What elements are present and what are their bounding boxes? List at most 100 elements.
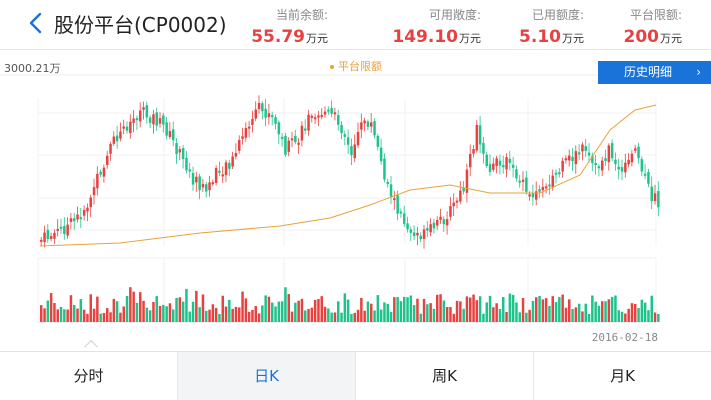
volume-bar xyxy=(89,294,92,322)
volume-bar xyxy=(528,309,531,322)
candle-body xyxy=(148,117,152,123)
volume-bar xyxy=(244,298,248,322)
candle-body xyxy=(653,193,657,201)
candle-body xyxy=(247,126,251,129)
candle-body xyxy=(647,172,650,184)
volume-bar xyxy=(601,301,604,322)
candle-body xyxy=(584,146,587,151)
candle-body xyxy=(172,129,175,141)
candle-body xyxy=(333,112,337,115)
candle-body xyxy=(228,162,231,169)
volume-bar xyxy=(290,311,294,322)
volume-bar xyxy=(353,312,356,322)
tab-intraday[interactable]: 分时 xyxy=(0,352,178,400)
candle-body xyxy=(597,166,601,169)
candle-body xyxy=(185,157,188,171)
tab-monthly-k[interactable]: 月K xyxy=(610,367,635,385)
candle-body xyxy=(337,115,340,125)
candle-body xyxy=(465,169,469,193)
volume-bar xyxy=(241,291,244,322)
volume-bar xyxy=(581,311,584,322)
candle-body xyxy=(373,121,376,136)
volume-bar xyxy=(439,294,442,322)
volume-bar xyxy=(264,295,267,322)
back-arrow-icon[interactable] xyxy=(24,8,50,38)
tab-weekly-k[interactable]: 周K xyxy=(356,352,534,400)
platform-limit-line xyxy=(39,104,657,247)
volume-bar xyxy=(139,292,142,322)
tab-daily-k[interactable]: 日K xyxy=(178,352,356,400)
candle-body xyxy=(634,148,637,151)
candle-body xyxy=(251,118,254,125)
volume-bar xyxy=(254,306,257,322)
volume-bar xyxy=(86,313,89,322)
candle-body xyxy=(426,228,429,231)
volume-bar xyxy=(531,300,535,322)
candle-body xyxy=(297,142,300,145)
volume-bar xyxy=(122,306,125,322)
kline-chart[interactable] xyxy=(0,50,711,350)
candle-body xyxy=(241,136,244,139)
candle-body xyxy=(630,153,634,163)
candle-body xyxy=(604,158,607,161)
volume-bar xyxy=(399,301,403,322)
candle-body xyxy=(587,152,591,156)
candle-body xyxy=(502,165,505,168)
candle-body xyxy=(350,146,353,156)
candle-body xyxy=(195,176,198,183)
candle-body xyxy=(340,124,343,134)
volume-bar xyxy=(604,301,607,322)
volume-bar xyxy=(409,295,413,322)
candle-body xyxy=(538,189,541,192)
candle-body xyxy=(165,122,168,136)
stat-label: 当前余额: xyxy=(275,8,328,22)
volume-bar xyxy=(274,306,277,322)
candle-body xyxy=(327,109,330,112)
candle-body xyxy=(290,138,294,141)
candle-body xyxy=(238,140,241,151)
candle-body xyxy=(515,169,518,179)
volume-bar xyxy=(307,309,310,322)
candle-body xyxy=(96,173,99,189)
candle-body xyxy=(313,117,317,120)
candle-body xyxy=(574,151,578,165)
candle-body xyxy=(129,121,132,134)
candle-body xyxy=(234,152,238,157)
candle-body xyxy=(102,167,106,177)
candle-body xyxy=(650,186,653,202)
volume-bar xyxy=(432,308,436,322)
volume-bar xyxy=(469,297,472,322)
candle-body xyxy=(56,228,59,231)
volume-bar xyxy=(152,302,155,322)
candle-body xyxy=(548,184,551,187)
candle-body xyxy=(412,232,416,237)
volume-bar xyxy=(119,312,122,322)
candle-body xyxy=(43,232,46,243)
volume-bar xyxy=(231,308,234,322)
candle-body xyxy=(300,125,304,141)
volume-bar xyxy=(350,313,353,322)
candle-body xyxy=(614,159,617,165)
candle-body xyxy=(135,118,139,121)
candle-body xyxy=(521,179,525,182)
volume-bar xyxy=(205,310,208,322)
history-detail-button[interactable]: 历史明细 › xyxy=(598,61,711,84)
candle-body xyxy=(353,144,356,159)
candle-body xyxy=(277,122,281,135)
candle-body xyxy=(389,184,393,197)
candle-body xyxy=(449,206,452,217)
stat-unit: 万元 xyxy=(660,32,682,45)
candle-body xyxy=(188,169,191,172)
candle-body xyxy=(224,162,228,176)
candle-body xyxy=(455,200,459,203)
candle-body xyxy=(406,223,409,230)
candle-body xyxy=(383,158,386,180)
volume-bar xyxy=(502,297,505,322)
volume-bar xyxy=(383,302,386,322)
volume-bar xyxy=(261,305,264,322)
candle-body xyxy=(439,216,442,220)
candle-body xyxy=(581,144,584,152)
volume-bar xyxy=(541,299,545,322)
volume-bar xyxy=(238,307,241,322)
candle-body xyxy=(53,232,56,239)
